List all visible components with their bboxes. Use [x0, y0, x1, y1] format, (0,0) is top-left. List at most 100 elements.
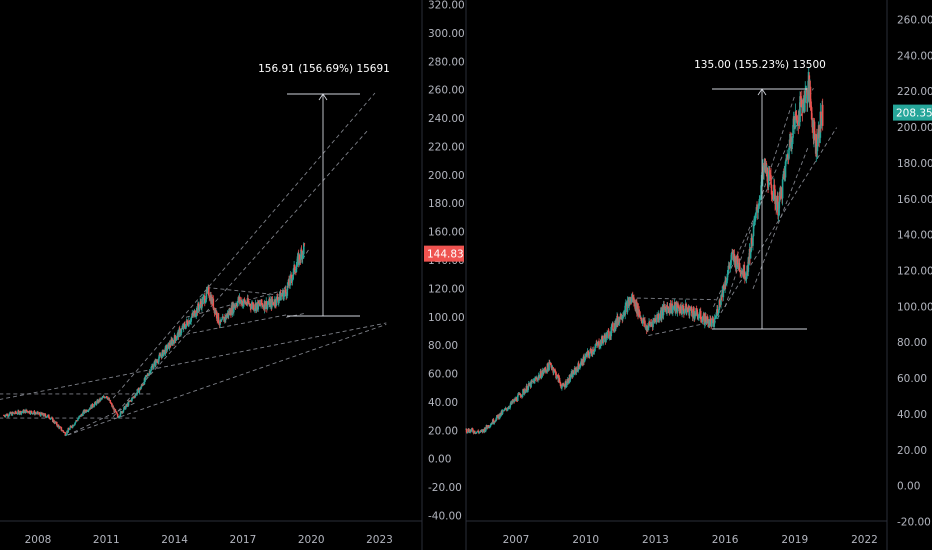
- candle-body: [253, 309, 256, 311]
- candle-body: [713, 323, 715, 327]
- candle-body: [593, 350, 596, 352]
- candle-body: [218, 324, 221, 326]
- trend-line-9[interactable]: [185, 288, 289, 318]
- candle-body: [706, 316, 709, 320]
- candle-body: [122, 410, 125, 413]
- candle-body: [278, 297, 281, 300]
- candle-body: [20, 412, 23, 415]
- candle-body: [805, 89, 807, 91]
- candle-body: [611, 324, 613, 328]
- candle-body: [691, 310, 693, 317]
- candle-body: [735, 256, 737, 270]
- candle-body: [40, 412, 43, 414]
- candle-body: [715, 317, 717, 319]
- candle-body: [601, 335, 603, 345]
- candle-body: [197, 303, 200, 308]
- trend-line-8[interactable]: [185, 313, 289, 335]
- measure-label: 135.00 (155.23%) 13500: [694, 59, 826, 71]
- candle-body: [29, 410, 32, 414]
- trend-line-3[interactable]: [713, 127, 838, 326]
- candle-body: [149, 370, 152, 374]
- candle-body: [16, 413, 19, 415]
- candle-body: [655, 317, 658, 323]
- candle-body: [498, 414, 500, 419]
- trend-line-6[interactable]: [752, 145, 810, 290]
- x-tick-label: 2017: [230, 534, 257, 546]
- candle-body: [475, 431, 478, 434]
- left-chart-pane[interactable]: 156.91 (156.69%) 15691 320.00 300.00 280.00…: [0, 0, 465, 546]
- candle-body: [133, 396, 136, 398]
- trend-line-4[interactable]: [67, 323, 387, 436]
- candle-body: [119, 415, 121, 417]
- candle-body: [554, 370, 557, 373]
- candle-body: [795, 111, 797, 117]
- candle-body: [55, 421, 58, 426]
- trend-line-4[interactable]: [713, 87, 814, 308]
- trend-line-5[interactable]: [724, 95, 796, 307]
- last-price-label: 208.35: [896, 108, 932, 120]
- candle-body: [116, 414, 119, 417]
- candle-body: [87, 411, 89, 412]
- candle-body: [140, 387, 142, 390]
- candle-body: [788, 148, 790, 159]
- candle-body: [119, 411, 122, 416]
- trend-line-11[interactable]: [286, 312, 307, 318]
- candle-body: [32, 412, 35, 414]
- candle-body: [759, 198, 761, 200]
- candle-body: [540, 371, 542, 378]
- candle-body: [737, 255, 739, 265]
- candle-body: [233, 304, 236, 308]
- candle-body: [717, 309, 720, 313]
- candle-body: [78, 416, 81, 417]
- candle-body: [770, 184, 773, 195]
- candle-body: [676, 303, 679, 313]
- candle-body: [17, 410, 20, 412]
- candle-body: [234, 306, 237, 307]
- x-tick-label: 2020: [298, 534, 325, 546]
- candle-body: [663, 304, 665, 308]
- candle-body: [495, 417, 498, 421]
- candle-body: [221, 319, 223, 321]
- trend-line-1[interactable]: [0, 322, 387, 400]
- candle-body: [11, 411, 14, 416]
- candle-body: [724, 280, 726, 290]
- candle-body: [71, 424, 74, 428]
- candle-body: [295, 272, 297, 273]
- candle-body: [245, 302, 248, 305]
- candle-body: [639, 315, 642, 318]
- y-tick-label: 320.00: [428, 0, 465, 12]
- candle-body: [778, 191, 781, 202]
- candle-body: [695, 308, 697, 316]
- y-tick-label: 120.00: [428, 283, 465, 295]
- candle-body: [71, 427, 73, 429]
- candle-body: [756, 207, 758, 210]
- candle-body: [757, 205, 760, 208]
- candle-body: [555, 372, 557, 379]
- candle-body: [586, 351, 589, 357]
- candle-body: [73, 425, 75, 427]
- candle-body: [116, 413, 118, 415]
- candle-body: [489, 426, 491, 428]
- candle-body: [795, 116, 798, 123]
- candle-body: [489, 424, 492, 427]
- trend-line-1[interactable]: [629, 297, 716, 301]
- candle-body: [82, 412, 84, 416]
- candle-body: [624, 305, 626, 316]
- candle-body: [716, 309, 719, 316]
- candle-body: [548, 362, 550, 371]
- candle-body: [286, 286, 289, 296]
- y-tick-label: 100.00: [897, 301, 932, 313]
- candle-body: [516, 395, 519, 401]
- right-chart-pane[interactable]: 135.00 (155.23%) 13500 260.00 240.00 220.00…: [465, 15, 932, 547]
- candle-body: [809, 86, 812, 102]
- candle-body: [580, 361, 582, 366]
- candle-body: [723, 285, 725, 289]
- candle-body: [129, 400, 132, 402]
- trend-line-6[interactable]: [112, 129, 369, 417]
- candle-body: [507, 408, 509, 410]
- candle-body: [204, 302, 207, 304]
- candle-body: [752, 236, 754, 246]
- candle-body: [757, 207, 760, 213]
- candle-body: [652, 319, 654, 328]
- candle-body: [612, 323, 614, 331]
